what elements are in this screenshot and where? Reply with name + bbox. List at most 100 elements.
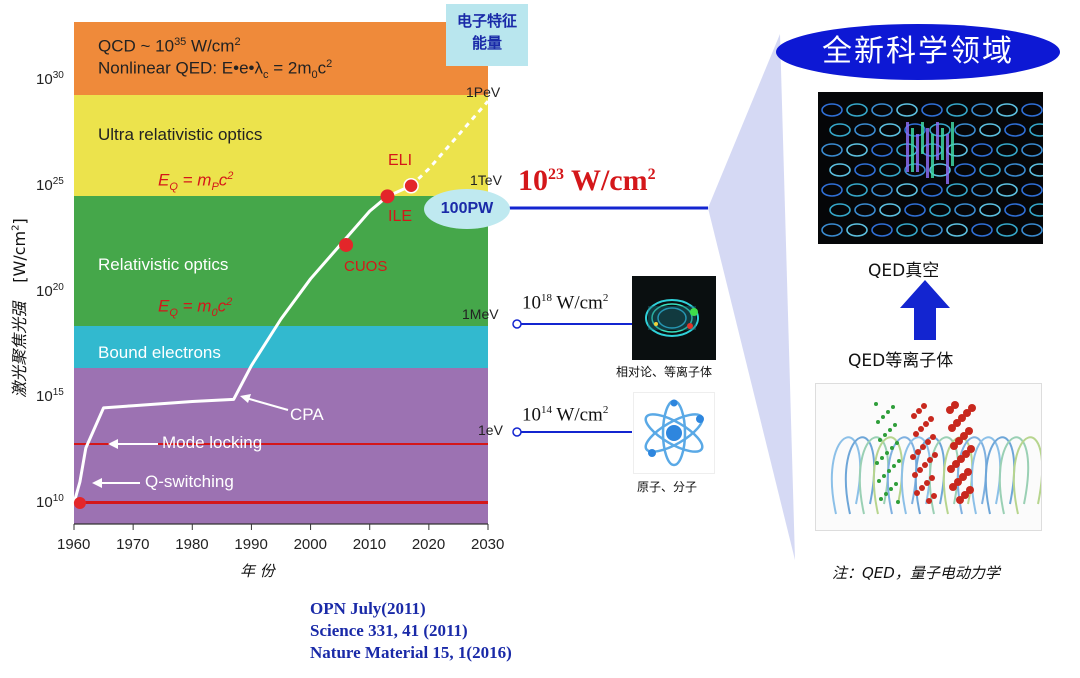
vacuum-ring <box>946 103 968 117</box>
qed-plasma-image <box>816 384 1041 530</box>
low-intensity-callout: 1014 W/cm2 <box>522 404 609 426</box>
energy-1tev: 1TeV <box>470 172 502 188</box>
plasma-particle <box>915 449 921 455</box>
plasma-particle <box>950 442 958 450</box>
bound-electrons-label: Bound electrons <box>98 343 221 362</box>
plasma-particle <box>882 474 886 478</box>
vacuum-ring <box>979 123 1001 137</box>
vacuum-ring <box>1029 123 1043 137</box>
pw-badge: 100PW <box>424 189 510 229</box>
vacuum-peak <box>911 128 914 172</box>
vacuum-ring <box>854 123 876 137</box>
ultra-relativistic-label: Ultra relativistic optics <box>98 125 263 144</box>
plasma-particle <box>930 434 936 440</box>
vacuum-ring <box>979 203 1001 217</box>
vacuum-ring <box>1004 203 1026 217</box>
plasma-particle <box>926 498 932 504</box>
plasma-particle <box>878 438 882 442</box>
chart-svg <box>72 100 490 530</box>
vacuum-ring <box>871 223 893 237</box>
vacuum-ring <box>879 203 901 217</box>
vacuum-ring <box>821 103 843 117</box>
point-label-ile: ILE <box>388 208 413 225</box>
annotation-mode-locking: Mode locking <box>162 433 263 452</box>
vacuum-peak <box>931 134 934 178</box>
plasma-particle <box>932 452 938 458</box>
vacuum-ring <box>954 163 976 177</box>
vacuum-ring <box>921 183 943 197</box>
plasma-particle <box>886 410 890 414</box>
x-tick-label: 1960 <box>57 536 91 553</box>
y-tick-label: 1020 <box>36 281 64 300</box>
new-science-banner: 全新科学领域 <box>776 24 1060 80</box>
plasma-particle <box>893 423 897 427</box>
vacuum-ring <box>946 183 968 197</box>
plasma-particle <box>925 439 931 445</box>
vacuum-ring <box>996 223 1018 237</box>
band-qcd <box>74 22 488 95</box>
plasma-particle <box>912 472 918 478</box>
x-tick-label: 1980 <box>175 536 209 553</box>
vacuum-ring <box>904 123 926 137</box>
vacuum-ring <box>1004 123 1026 137</box>
point-label-cuos: CUOS <box>344 258 388 275</box>
vacuum-ring <box>1021 183 1043 197</box>
vacuum-ring <box>971 183 993 197</box>
data-point-eli <box>403 178 419 194</box>
plasma-particle <box>920 444 926 450</box>
vacuum-ring <box>1029 163 1043 177</box>
electron-energy-header: 电子特征 能量 <box>446 4 528 66</box>
plasma-particle <box>896 500 900 504</box>
vacuum-ring <box>921 223 943 237</box>
plasma-particle <box>881 415 885 419</box>
plasma-particle <box>949 483 957 491</box>
plasma-particle <box>953 419 961 427</box>
vacuum-ring <box>904 163 926 177</box>
annotation-q-switching: Q-switching <box>145 472 234 491</box>
vacuum-peak <box>941 128 944 160</box>
field-line <box>1013 436 1041 515</box>
plasma-particle <box>966 486 974 494</box>
vacuum-ring <box>854 163 876 177</box>
vacuum-ring <box>1021 103 1043 117</box>
plasma-particle <box>923 421 929 427</box>
plasma-particle <box>957 455 965 463</box>
plasma-particle <box>955 437 963 445</box>
plasma-particle <box>954 478 962 486</box>
plasma-caption: 相对论、等离子体 <box>616 365 713 379</box>
vacuum-ring <box>871 143 893 157</box>
projected-intensity-curve <box>410 100 490 187</box>
plasma-particle <box>961 491 969 499</box>
reference-1: OPN July(2011) <box>310 599 426 618</box>
y-tick-label: 1015 <box>36 387 64 406</box>
plasma-particle <box>910 454 916 460</box>
mode-locking-line <box>74 443 488 445</box>
plasma-particle <box>946 406 954 414</box>
plasma-particle <box>877 479 881 483</box>
vacuum-ring <box>821 183 843 197</box>
vacuum-peak <box>951 122 954 166</box>
plasma-particle <box>927 457 933 463</box>
plasma-particle <box>947 465 955 473</box>
y-tick-label: 1025 <box>36 175 64 194</box>
vacuum-ring <box>929 163 951 177</box>
projection-cone <box>708 34 795 560</box>
qed-vacuum-image <box>818 92 1043 244</box>
field-line <box>999 436 1029 515</box>
vacuum-ring <box>1004 163 1026 177</box>
vacuum-ring <box>871 183 893 197</box>
plasma-particle <box>922 462 928 468</box>
vacuum-ring <box>879 163 901 177</box>
energy-1pev: 1PeV <box>466 84 501 100</box>
vacuum-ring <box>954 203 976 217</box>
vacuum-ring <box>1021 223 1043 237</box>
plasma-particle <box>962 450 970 458</box>
point-label-eli: ELI <box>388 152 413 169</box>
vacuum-ring <box>929 123 951 137</box>
x-tick-label: 2010 <box>352 536 387 553</box>
plasma-particle <box>964 468 972 476</box>
mode-locking-arrow <box>108 439 158 449</box>
equation-lower: EQ = m0c2 <box>158 296 233 320</box>
vacuum-ring <box>829 123 851 137</box>
